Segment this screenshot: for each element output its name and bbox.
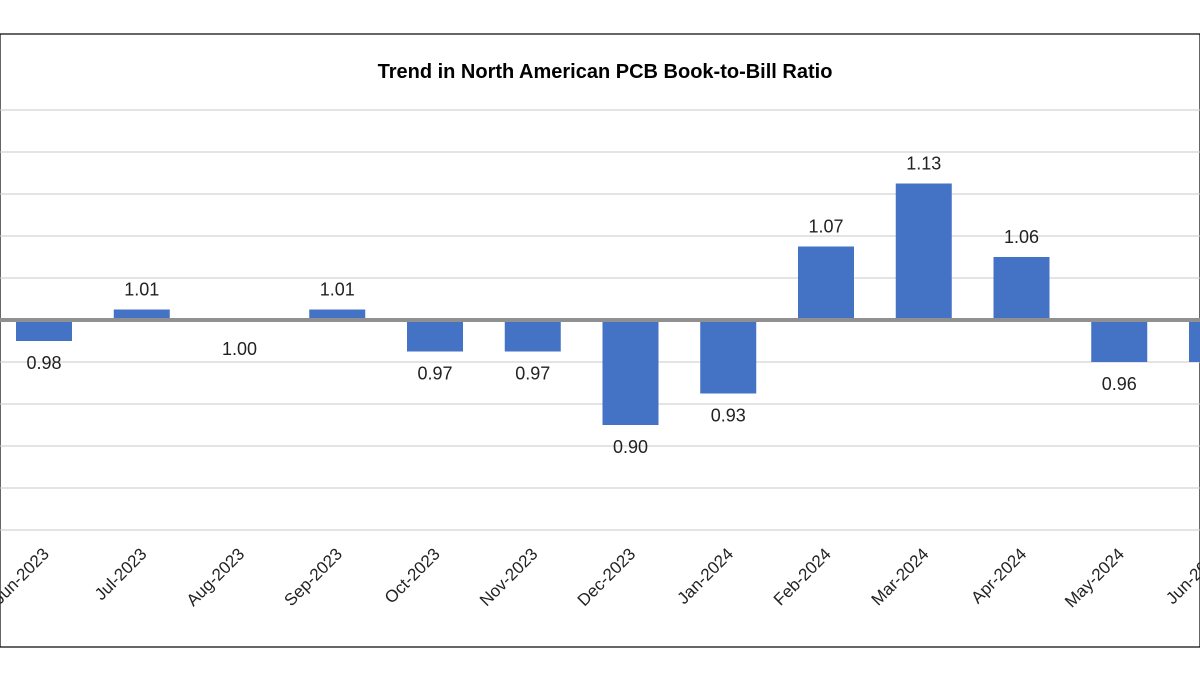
bar [309, 309, 366, 320]
data-label: 0.93 [711, 406, 746, 426]
data-label: 1.07 [808, 217, 843, 237]
bar [895, 183, 952, 320]
chart-title: Trend in North American PCB Book-to-Bill… [378, 61, 833, 83]
data-label: 0.97 [417, 364, 452, 384]
bar [1091, 320, 1148, 362]
bar [602, 320, 659, 425]
bar [993, 257, 1050, 320]
data-label: 0.90 [613, 437, 648, 457]
gridlines [0, 109, 1200, 531]
data-label: 1.01 [320, 280, 355, 300]
data-label: 1.01 [124, 280, 159, 300]
bars [16, 183, 1200, 425]
data-label: 1.00 [222, 339, 257, 359]
bar [113, 309, 170, 320]
data-label: 0.98 [26, 353, 61, 373]
data-label: 1.06 [1004, 227, 1039, 247]
bar [798, 246, 854, 320]
data-label: 1.13 [906, 154, 941, 174]
data-labels: 0.98 1.01 1.00 1.01 0.97 0.97 0.90 0.93 1.07 1.13… [26, 154, 1200, 458]
bar [16, 320, 72, 341]
data-label: 0.96 [1102, 374, 1137, 394]
bar [504, 320, 561, 352]
data-label: 0.97 [515, 364, 550, 384]
bar [1189, 320, 1200, 362]
chart-border [0, 33, 1200, 648]
bar [407, 320, 463, 352]
bar [700, 320, 757, 394]
